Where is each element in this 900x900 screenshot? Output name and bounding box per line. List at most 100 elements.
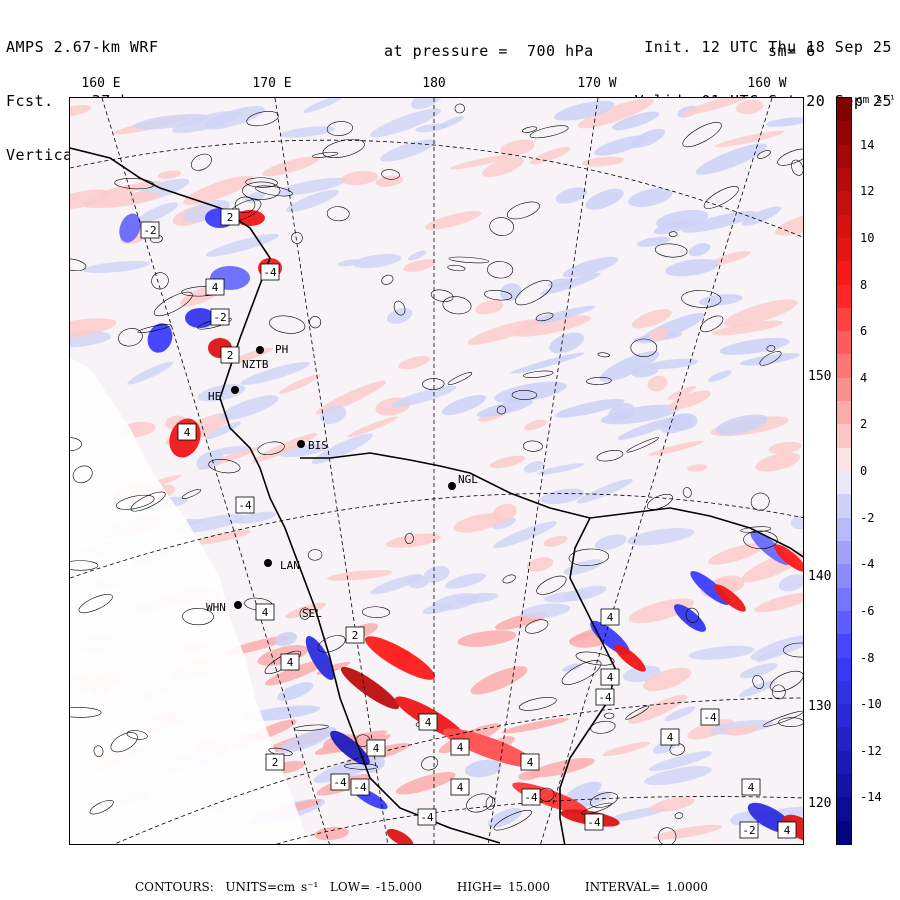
shading-blob (655, 209, 709, 229)
shading-blob (285, 602, 327, 619)
contour-line (291, 232, 303, 244)
shading-blob (464, 759, 502, 778)
contour-line (763, 710, 803, 727)
contour-line (311, 152, 339, 158)
contour-value-box: -4 (700, 708, 720, 726)
shading-blob (510, 352, 585, 374)
shading-blob (628, 187, 673, 207)
shading-blob (529, 146, 571, 165)
contour-line (234, 196, 256, 213)
shading-blob (475, 300, 504, 315)
shading-blob (576, 478, 633, 504)
shading-blob (653, 824, 722, 840)
contour-value-box-bg (177, 423, 197, 441)
shading-blob (755, 452, 801, 472)
contour-value-box-bg (205, 278, 225, 296)
colorbar-cell (837, 750, 851, 775)
shading-blob (687, 464, 708, 472)
shading-blob (781, 814, 803, 842)
contour-line (506, 201, 540, 220)
shading-blob (548, 278, 574, 288)
shading-blob (286, 189, 340, 212)
contour-line (759, 351, 782, 366)
footer-low: LOW= -15.000 (329, 880, 422, 894)
shading-blob (599, 350, 660, 382)
colorbar-tick-label: -8 (860, 650, 875, 665)
contour-line (658, 827, 677, 844)
station-dot (231, 386, 239, 394)
lon-label-170w: 170 W (577, 76, 617, 91)
contour-value-box-bg (220, 208, 240, 226)
contour-value-box: 4 (660, 728, 680, 746)
shading-blob (264, 659, 327, 686)
contour-value-box-bg (450, 738, 470, 756)
shading-blob (137, 202, 179, 224)
shading-blob (233, 511, 277, 524)
contour-line (89, 799, 114, 815)
contour-line (700, 315, 724, 333)
contour-line (255, 185, 293, 197)
ross-ice-front (300, 452, 803, 558)
contour-value-box: 4 (280, 653, 300, 671)
contour-line (422, 378, 445, 390)
shading-blob (182, 199, 230, 223)
shading-blob (274, 631, 298, 647)
shading-blob (205, 233, 279, 257)
shading-blob (555, 187, 588, 204)
contour-line (782, 642, 803, 658)
contour-value-box-bg (345, 626, 365, 644)
shading-blob (320, 405, 347, 425)
shading-blob (565, 781, 602, 803)
contour-value-text: -4 (703, 711, 717, 724)
shading-blob (711, 320, 783, 336)
shading-blob (667, 385, 697, 400)
colorbar-cell (837, 540, 851, 565)
colorbar-cell (837, 447, 851, 472)
shading-blob (449, 154, 514, 170)
shading-blob (765, 117, 803, 127)
contour-line (447, 372, 473, 385)
model-title: AMPS 2.67-km WRF (6, 38, 159, 56)
map-panel[interactable]: BIS NGL LAN WHN SEL HE PH NZTB -2 2 -4 4 -2 2… (69, 97, 804, 845)
contour-line (769, 670, 803, 692)
contour-line (381, 274, 394, 285)
contour-value-text: 4 (457, 741, 464, 754)
contour-value-text: -2 (742, 824, 755, 837)
contour-value-box-bg (417, 808, 437, 826)
contour-line (685, 607, 700, 623)
contour-value-text: 4 (373, 742, 380, 755)
shading-blob (380, 139, 437, 162)
colorbar (836, 97, 852, 845)
shading-blob (775, 211, 803, 236)
colorbar-cell (837, 191, 851, 216)
shading-blob (403, 259, 436, 272)
shading-blob (554, 100, 615, 121)
contour-value-box-bg (595, 688, 615, 706)
contour-value-box-bg (210, 308, 230, 326)
contour-value-text: 4 (262, 606, 269, 619)
contour-value-box: -4 (350, 778, 370, 796)
contour-line (317, 635, 346, 653)
colorbar-tick-label: -10 (860, 697, 882, 712)
station-lan: LAN (280, 559, 300, 572)
shading-blob (470, 666, 528, 695)
contour-value-box-bg (140, 221, 160, 239)
colorbar-cell (837, 121, 851, 146)
station-dot (256, 346, 264, 354)
shading-blob (157, 170, 182, 179)
contour-value-box: 4 (418, 713, 438, 731)
shading-blob (489, 455, 526, 469)
shading-blob (352, 254, 402, 269)
contour-line (536, 575, 567, 595)
contour-value-box-bg (220, 346, 240, 364)
meridian-160e (101, 98, 330, 844)
colorbar-tick-label: 2 (860, 417, 868, 432)
shading-blob (411, 98, 443, 110)
shading-blob (386, 307, 413, 324)
contour-line (757, 150, 771, 159)
contour-value-box-bg (280, 653, 300, 671)
contour-line (681, 290, 722, 308)
init-time: Init. 12 UTC Thu 18 Sep 25 (644, 38, 892, 56)
shading-blob (183, 175, 254, 205)
contour-line (496, 405, 507, 415)
